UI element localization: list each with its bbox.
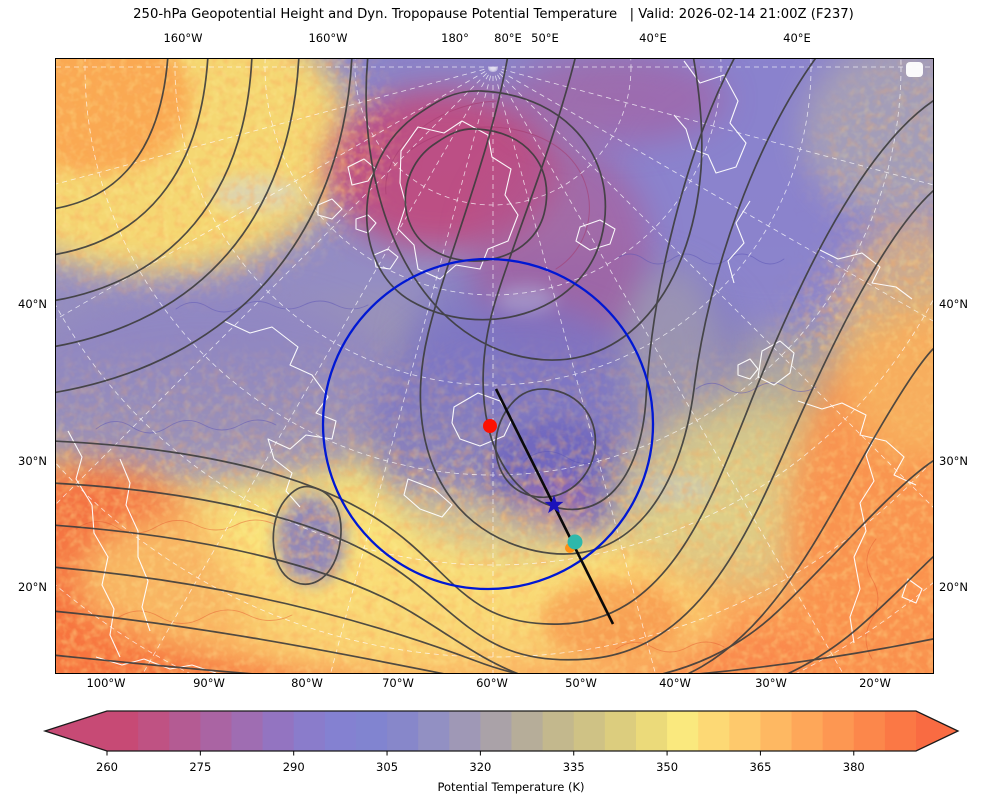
graticule xyxy=(56,59,933,673)
colorbar-tick-label: 365 xyxy=(749,760,772,774)
top-tick-label: 160°W xyxy=(163,31,203,45)
map-inset-box xyxy=(906,62,923,77)
colorbar-tick-label: 320 xyxy=(469,760,492,774)
colorbar-extend-left xyxy=(45,711,107,751)
left-tick-label: 20°N xyxy=(18,580,47,594)
bottom-tick-label: 40°W xyxy=(659,676,691,690)
colorbar-tickmarks xyxy=(106,751,855,756)
bottom-tick-label: 30°W xyxy=(755,676,787,690)
colorbar-tick-label: 305 xyxy=(376,760,399,774)
left-tick-label: 40°N xyxy=(18,297,47,311)
bottom-tick-label: 70°W xyxy=(382,676,414,690)
top-tick-label: 40°E xyxy=(783,31,811,45)
bottom-tick-label: 20°W xyxy=(859,676,891,690)
speckle-texture xyxy=(56,59,933,673)
bottom-tick-label: 60°W xyxy=(476,676,508,690)
top-tick-label: 180° xyxy=(441,31,469,45)
top-tick-label: 160°W xyxy=(308,31,348,45)
top-tick-label: 50°E xyxy=(531,31,559,45)
theta-contour-lines xyxy=(75,100,879,660)
colorbar-segments xyxy=(107,711,917,751)
right-tick-label: 20°N xyxy=(939,580,968,594)
colorbar xyxy=(42,710,960,756)
right-tick-label: 40°N xyxy=(939,297,968,311)
bottom-tick-label: 80°W xyxy=(291,676,323,690)
height-contours xyxy=(56,59,933,673)
left-tick-label: 30°N xyxy=(18,454,47,468)
red-dot-marker xyxy=(483,419,497,433)
map-axes xyxy=(55,58,934,674)
map-canvas xyxy=(56,59,933,673)
chart-title: 250-hPa Geopotential Height and Dyn. Tro… xyxy=(133,7,854,22)
colorbar-tick-label: 350 xyxy=(656,760,679,774)
colorbar-tick-label: 260 xyxy=(96,760,118,774)
coastlines xyxy=(67,60,923,673)
teal-marker xyxy=(567,534,583,550)
bottom-tick-label: 50°W xyxy=(565,676,597,690)
colorbar-axis-label: Potential Temperature (K) xyxy=(437,780,585,794)
range-ring xyxy=(321,257,655,591)
colorbar-tick-label: 335 xyxy=(562,760,585,774)
colorbar-tick-label: 275 xyxy=(189,760,212,774)
colorbar-tick-label: 290 xyxy=(282,760,305,774)
right-tick-label: 30°N xyxy=(939,454,968,468)
colorbar-extend-right xyxy=(916,711,958,751)
top-tick-label: 80°E xyxy=(494,31,522,45)
bottom-tick-label: 90°W xyxy=(193,676,225,690)
star-marker xyxy=(544,495,564,514)
top-tick-label: 40°E xyxy=(639,31,667,45)
colorbar-tick-label: 380 xyxy=(842,760,865,774)
bottom-tick-label: 100°W xyxy=(86,676,126,690)
